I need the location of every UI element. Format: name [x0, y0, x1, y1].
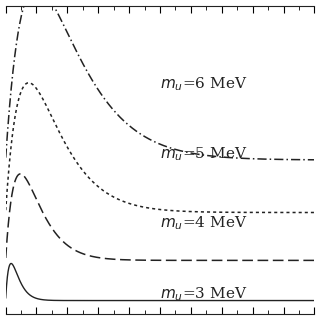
Text: $m_u$=6 MeV: $m_u$=6 MeV: [160, 76, 247, 93]
Text: $m_u$=3 MeV: $m_u$=3 MeV: [160, 285, 247, 303]
Text: $m_u$=4 MeV: $m_u$=4 MeV: [160, 214, 247, 232]
Text: $m_u$=5 MeV: $m_u$=5 MeV: [160, 145, 247, 163]
